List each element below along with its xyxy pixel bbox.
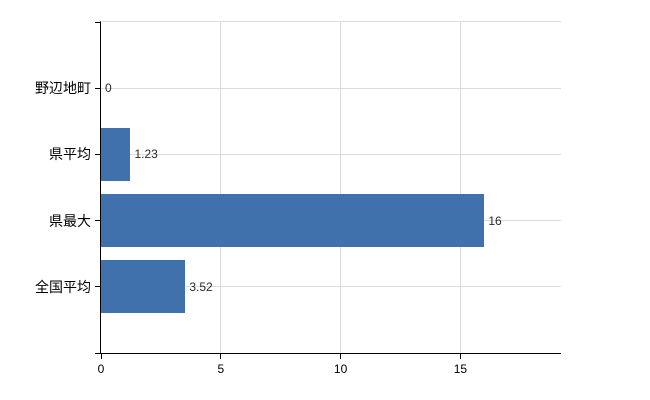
x-tick-mark xyxy=(459,354,461,359)
v-gridline xyxy=(340,22,342,353)
bar-value-label: 0 xyxy=(105,81,112,96)
v-gridline xyxy=(459,22,461,353)
y-tick-mark xyxy=(95,220,101,222)
y-tick-mark xyxy=(95,286,101,288)
x-tick-label: 5 xyxy=(217,362,225,376)
category-label: 県平均 xyxy=(49,146,91,163)
y-tick-mark xyxy=(95,87,101,89)
v-gridline xyxy=(220,22,222,353)
x-tick-mark xyxy=(220,354,222,359)
bar-value-label: 1.23 xyxy=(134,147,158,162)
bar-value-label: 3.52 xyxy=(189,279,213,294)
x-tick-mark xyxy=(340,354,342,359)
y-tick-mark xyxy=(95,153,101,155)
h-gridline xyxy=(101,286,561,288)
bar-value-label: 16 xyxy=(488,213,502,228)
bar xyxy=(101,194,485,248)
category-label: 県最大 xyxy=(49,212,91,229)
bar xyxy=(101,260,186,314)
h-gridline xyxy=(101,153,561,155)
category-label: 野辺地町 xyxy=(35,80,91,97)
y-tick-mark xyxy=(95,21,101,23)
x-tick-label: 10 xyxy=(333,362,348,376)
x-tick-label: 15 xyxy=(453,362,468,376)
x-tick-label: 0 xyxy=(97,362,105,376)
bar xyxy=(101,127,131,181)
x-tick-mark xyxy=(100,354,102,359)
plot-area: 0 1.23 16 3.52 xyxy=(100,21,561,354)
h-gridline xyxy=(101,87,561,89)
y-tick-mark xyxy=(95,352,101,354)
category-label: 全国平均 xyxy=(35,278,91,295)
